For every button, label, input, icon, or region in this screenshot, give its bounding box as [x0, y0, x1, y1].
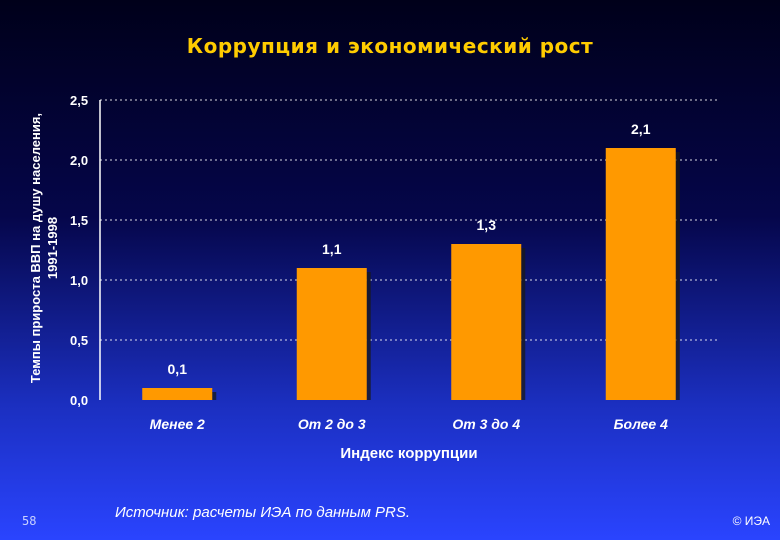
x-tick-label: Менее 2: [150, 416, 205, 432]
data-label: 1,3: [477, 217, 497, 233]
chart-title: Коррупция и экономический рост: [186, 34, 594, 58]
bar: [605, 148, 676, 400]
copyright-note: © ИЭА: [732, 514, 770, 528]
x-tick-label: От 3 до 4: [452, 416, 520, 432]
y-tick-label: 0,0: [70, 393, 88, 408]
y-tick-label: 2,5: [70, 93, 88, 108]
y-tick-label: 1,5: [70, 213, 88, 228]
bar: [142, 388, 213, 400]
x-tick-label: От 2 до 3: [298, 416, 366, 432]
y-tick-label: 2,0: [70, 153, 88, 168]
y-tick-label: 1,0: [70, 273, 88, 288]
y-tick-label: 0,5: [70, 333, 88, 348]
source-note: Источник: расчеты ИЭА по данным PRS.: [115, 504, 411, 521]
bar: [296, 268, 367, 400]
bar: [451, 244, 522, 400]
data-label: 2,1: [631, 121, 651, 137]
data-label: 0,1: [168, 361, 188, 377]
data-label: 1,1: [322, 241, 342, 257]
page-number: 58: [22, 514, 37, 528]
x-axis-label: Индекс коррупции: [340, 445, 477, 462]
x-tick-label: Более 4: [614, 416, 668, 432]
